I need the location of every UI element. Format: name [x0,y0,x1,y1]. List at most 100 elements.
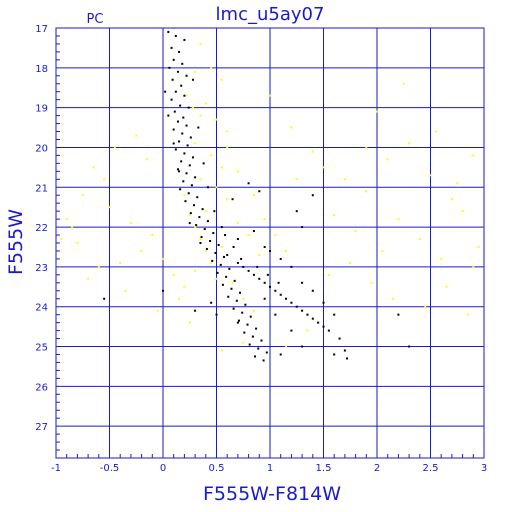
black-star-point [187,192,190,195]
yellow-star-point [461,210,464,213]
black-star-point [168,66,171,69]
yellow-star-point [370,281,373,284]
yellow-star-point [472,265,475,268]
yellow-star-point [199,42,202,45]
black-star-point [216,271,219,274]
yellow-star-point [472,154,475,157]
yellow-star-point [434,130,437,133]
black-star-point [196,196,199,199]
yellow-star-point [477,245,480,248]
black-star-point [224,234,227,237]
black-star-point [232,307,235,310]
black-star-point [178,170,181,173]
black-star-point [322,325,325,328]
black-star-point [279,293,282,296]
yellow-star-point [183,285,186,288]
yellow-star-point [402,82,405,85]
data-points [60,27,480,362]
black-star-point [279,257,282,260]
black-star-point [183,38,186,41]
yellow-star-point [397,218,400,221]
black-star-point [301,309,304,312]
yellow-star-point [220,166,223,169]
black-star-point [333,353,336,356]
yellow-star-point [194,269,197,272]
yellow-star-point [71,226,74,229]
x-tick-label: -0.5 [100,463,120,474]
black-star-point [263,281,266,284]
yellow-star-point [76,242,79,244]
yellow-star-point [210,66,213,69]
yellow-star-point [236,170,239,173]
yellow-star-point [92,166,95,169]
yellow-star-point [178,297,181,300]
black-star-point [333,313,336,316]
y-tick-label: 17 [35,24,48,35]
black-star-point [285,297,288,300]
yellow-star-point [311,150,314,153]
black-star-point [258,190,261,193]
yellow-star-point [376,110,378,113]
black-star-point [246,323,249,326]
yellow-star-point [242,341,245,344]
black-star-point [172,142,175,145]
black-star-point [221,283,224,286]
black-star-point [408,345,411,348]
black-star-point [193,204,196,207]
black-star-point [346,357,349,360]
black-star-point [190,184,193,187]
yellow-star-point [365,146,368,149]
black-star-point [103,297,106,300]
black-star-point [306,313,309,316]
black-star-point [195,224,198,227]
black-star-point [187,106,190,109]
black-star-point [327,329,330,332]
yellow-star-point [381,249,384,252]
black-star-point [206,186,209,189]
black-star-point [214,251,217,254]
black-star-point [205,247,208,250]
yellow-star-point [151,234,154,237]
black-star-point [249,315,252,318]
yellow-star-point [194,142,197,145]
yellow-star-point [210,154,213,157]
black-star-point [290,265,293,268]
yellow-star-point [252,194,255,197]
black-star-point [191,78,194,81]
yellow-star-point [113,146,116,149]
black-star-point [252,230,255,233]
black-star-point [237,319,240,322]
yellow-star-point [145,158,148,161]
black-star-point [181,132,184,135]
yellow-star-point [295,178,298,181]
black-star-point [225,275,228,278]
x-axis-label: F555W-F814W [203,483,341,505]
black-star-point [279,353,282,356]
yellow-star-point [183,194,186,197]
yellow-star-point [252,309,255,312]
black-star-point [209,240,212,243]
black-star-point [189,212,192,215]
black-star-point [311,317,314,320]
black-star-point [269,249,271,252]
black-star-point [173,110,176,113]
black-star-point [217,243,220,246]
yellow-star-point [418,238,421,241]
x-tick-label: 1 [267,463,273,474]
black-star-point [178,140,181,143]
yellow-star-point [199,178,202,181]
black-star-point [176,168,179,171]
black-star-point [222,255,225,258]
black-star-point [215,313,218,316]
yellow-star-point [269,94,271,97]
yellow-star-point [220,78,223,81]
black-star-point [263,297,266,300]
black-star-point [182,180,185,183]
black-star-point [184,200,187,203]
y-tick-label: 20 [35,143,48,154]
yellow-star-point [210,261,213,264]
black-star-point [210,301,213,304]
black-star-point [212,232,215,235]
yellow-star-point [194,226,197,229]
